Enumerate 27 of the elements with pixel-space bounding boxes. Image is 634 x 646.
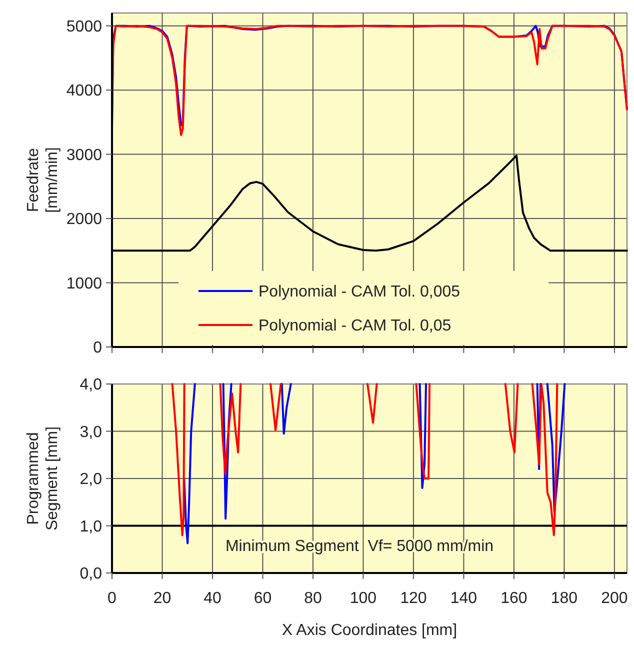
x-tick-label: 20 [153,590,172,607]
x-tick-label: 100 [350,590,377,607]
x-tick-label: 40 [204,590,222,607]
x-tick-label: 120 [400,590,427,607]
legend-label: Polynomial - CAM Tol. 0,05 [258,318,452,335]
y-axis-title: Programmed Segment [mm] [25,426,62,531]
y-tick-label: 0 [93,340,102,357]
y-tick-label: 4,0 [80,376,102,394]
y-tick-label: 5000 [66,18,102,36]
legend-label: Polynomial - CAM Tol. 0,005 [258,284,460,301]
x-tick-label: 180 [550,590,578,607]
x-tick-label: 0 [108,590,117,607]
x-tick-label: 60 [254,590,272,607]
x-tick-label: 140 [450,590,478,607]
x-axis-title: X Axis Coordinates [mm] [282,622,458,639]
y-tick-label: 2000 [66,211,102,228]
x-tick-label: 160 [500,590,528,607]
x-tick-label: 80 [304,590,322,607]
y-tick-label: 1,0 [80,518,102,536]
y-tick-label: 0,0 [80,566,102,583]
y-tick-label: 4000 [66,82,102,100]
y-axis-title: Feedrate [mm/min] [25,147,62,213]
y-tick-label: 1000 [66,275,102,292]
y-tick-label: 3000 [66,146,102,164]
x-tick-label: 200 [601,590,628,607]
y-tick-label: 3,0 [80,424,102,441]
y-tick-label: 2,0 [80,471,102,488]
